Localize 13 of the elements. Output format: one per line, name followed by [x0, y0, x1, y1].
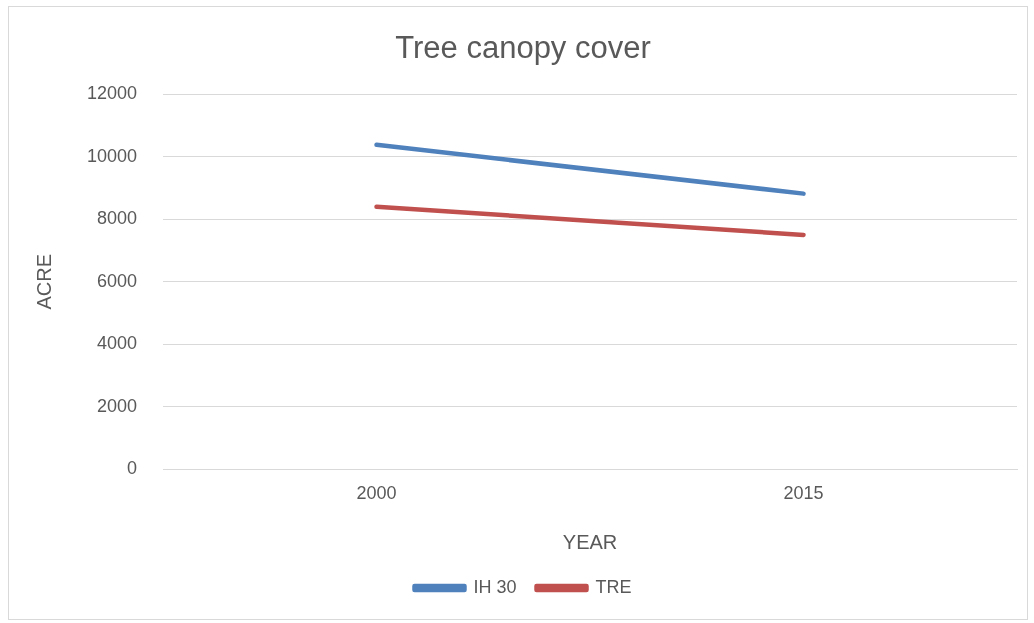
y-tick-label: 6000	[97, 270, 138, 291]
y-tick-label: 8000	[97, 208, 138, 229]
x-axis-title: YEAR	[562, 530, 618, 553]
chart-title: Tree canopy cover	[395, 30, 651, 66]
y-tick-label: 10000	[86, 145, 138, 166]
y-tick-label: 0	[127, 458, 138, 479]
y-tick-label: 4000	[97, 333, 138, 354]
legend-label: IH 30	[473, 576, 517, 597]
legend-label: TRE	[595, 576, 632, 597]
y-tick-label: 12000	[86, 83, 138, 104]
y-axis-title: ACRE	[32, 254, 55, 310]
x-tick-label: 2015	[783, 483, 824, 504]
y-tick-label: 2000	[97, 395, 138, 416]
